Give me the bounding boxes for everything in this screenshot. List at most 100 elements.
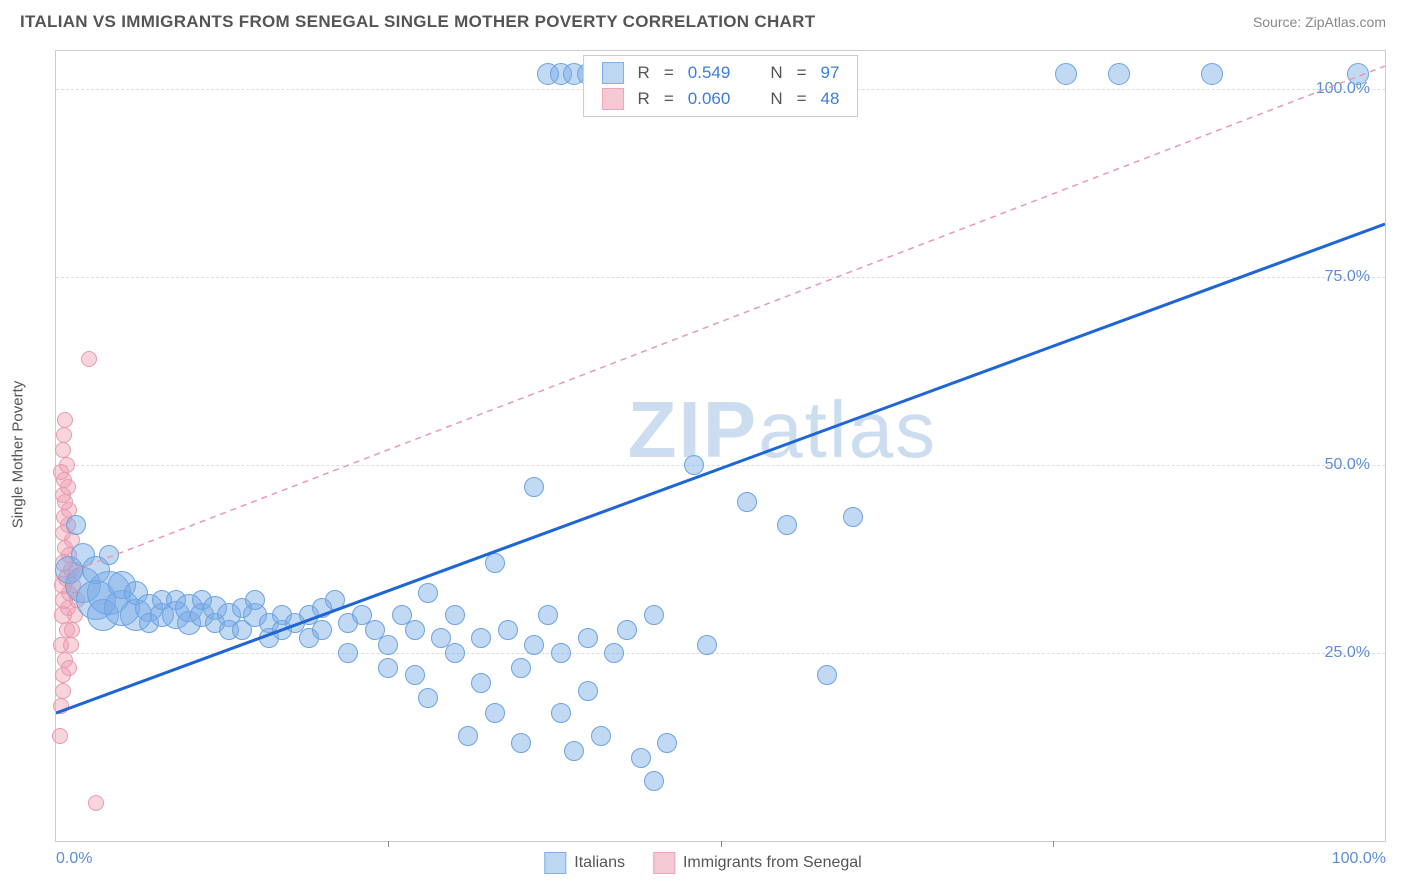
data-point-italians [591,726,611,746]
data-point-italians [445,643,465,663]
source-attribution: Source: ZipAtlas.com [1253,14,1386,30]
legend-swatch-italians [602,62,624,84]
chart-title: ITALIAN VS IMMIGRANTS FROM SENEGAL SINGL… [20,12,815,32]
data-point-italians [325,590,345,610]
data-point-senegal [55,683,71,699]
data-point-italians [578,681,598,701]
data-point-italians [378,658,398,678]
data-point-italians [338,643,358,663]
data-point-italians [697,635,717,655]
legend-swatch-italians [544,852,566,874]
data-point-italians [657,733,677,753]
y-axis-label: Single Mother Poverty [10,381,27,529]
data-point-italians [644,605,664,625]
data-point-senegal [88,795,104,811]
watermark: ZIPatlas [628,384,937,476]
x-tick-min: 0.0% [56,850,92,868]
data-point-senegal [81,351,97,367]
y-tick-label: 50.0% [1325,456,1370,474]
data-point-italians [843,507,863,527]
legend-swatch-senegal [602,88,624,110]
data-point-italians [418,583,438,603]
data-point-senegal [52,728,68,744]
n-value-senegal: 48 [821,89,840,109]
data-point-italians [684,455,704,475]
data-point-italians [578,628,598,648]
x-tick-mark [1053,841,1054,847]
trend-lines-layer [56,51,1385,841]
eq-sign: = [797,63,807,83]
legend-swatch-senegal [653,852,675,874]
data-point-italians [1347,63,1369,85]
n-value-italians: 97 [821,63,840,83]
data-point-italians [524,635,544,655]
data-point-italians [551,643,571,663]
data-point-senegal [53,698,69,714]
data-point-italians [737,492,757,512]
legend-label-italians: Italians [574,854,625,872]
trend-line-senegal [56,66,1385,578]
data-point-italians [405,665,425,685]
data-point-italians [777,515,797,535]
r-label: R [638,89,650,109]
chart-header: ITALIAN VS IMMIGRANTS FROM SENEGAL SINGL… [0,0,1406,40]
correlation-legend-row-2: R = 0.060 N = 48 [602,86,840,112]
data-point-italians [471,628,491,648]
gridline-horizontal [56,277,1385,278]
eq-sign: = [664,89,674,109]
data-point-italians [1055,63,1077,85]
legend-item-italians: Italians [544,852,625,874]
y-tick-label: 75.0% [1325,268,1370,286]
source-link[interactable]: ZipAtlas.com [1305,14,1386,30]
series-legend: Italians Immigrants from Senegal [544,852,861,874]
correlation-legend-box: R = 0.549 N = 97 R = 0.060 N = 48 [583,55,859,117]
n-label: N [770,89,782,109]
data-point-italians [312,620,332,640]
data-point-italians [538,605,558,625]
data-point-italians [245,590,265,610]
data-point-italians [551,703,571,723]
watermark-light: atlas [758,385,937,474]
data-point-italians [564,741,584,761]
data-point-italians [617,620,637,640]
gridline-horizontal [56,465,1385,466]
eq-sign: = [797,89,807,109]
data-point-italians [511,733,531,753]
data-point-italians [817,665,837,685]
legend-label-senegal: Immigrants from Senegal [683,854,862,872]
data-point-italians [524,477,544,497]
gridline-horizontal [56,653,1385,654]
eq-sign: = [664,63,674,83]
n-label: N [770,63,782,83]
chart-plot-area: ZIPatlas R = 0.549 N = 97 R = 0.060 N = … [55,50,1386,842]
data-point-italians [1201,63,1223,85]
data-point-italians [485,553,505,573]
r-label: R [638,63,650,83]
data-point-senegal [61,660,77,676]
data-point-italians [511,658,531,678]
data-point-italians [378,635,398,655]
data-point-italians [445,605,465,625]
correlation-legend-row-1: R = 0.549 N = 97 [602,60,840,86]
data-point-senegal [56,427,72,443]
y-tick-label: 25.0% [1325,644,1370,662]
x-tick-mark [721,841,722,847]
data-point-italians [644,771,664,791]
data-point-senegal [64,622,80,638]
r-value-senegal: 0.060 [688,89,731,109]
data-point-italians [99,545,119,565]
data-point-senegal [55,442,71,458]
data-point-italians [631,748,651,768]
data-point-italians [66,515,86,535]
data-point-senegal [63,637,79,653]
legend-item-senegal: Immigrants from Senegal [653,852,862,874]
x-tick-max: 100.0% [1332,850,1386,868]
data-point-senegal [57,412,73,428]
data-point-senegal [59,457,75,473]
data-point-italians [471,673,491,693]
data-point-italians [498,620,518,640]
data-point-italians [604,643,624,663]
data-point-italians [458,726,478,746]
data-point-italians [405,620,425,640]
data-point-italians [418,688,438,708]
